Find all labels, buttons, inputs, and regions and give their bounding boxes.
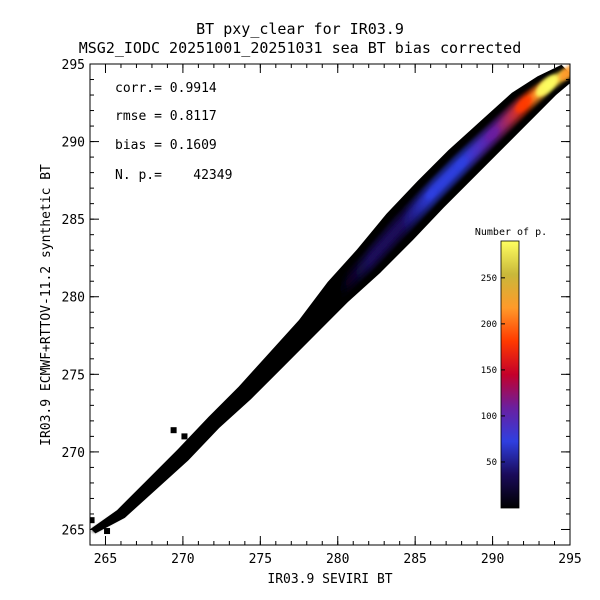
colorbar-tick-label: 150 [481,366,497,376]
stat-rmse: rmse = 0.8117 [115,109,217,124]
y-axis: 265 270 275 280 285 290 295 [62,58,570,546]
outlier-point-2 [170,427,177,434]
stat-corr: corr.= 0.9914 [115,81,217,96]
x-axis: 265 270 275 280 285 290 295 [89,64,582,567]
colorbar: Number of p. 50 100 150 200 250 [475,227,547,509]
density-mark-12 [456,158,467,169]
density-cloud [90,64,570,534]
x-tick-label: 270 [171,552,194,567]
chart-title: BT pxy_clear for IR03.9 [196,20,404,38]
isolated-points [90,326,309,535]
y-tick-label: 295 [62,58,85,73]
y-axis-label: IR03.9 ECMWF+RTTOV-11.2 synthetic BT [39,164,54,446]
plot-frame [89,63,571,546]
colorbar-tick-label: 200 [481,320,497,330]
density-mark-11 [425,189,436,200]
y-tick-label: 280 [62,291,85,306]
y-tick-label: 290 [62,136,85,151]
chart-subtitle: MSG2_IODC 20251001_20251031 sea BT bias … [78,39,522,57]
outlier-point-4 [302,326,309,333]
x-axis-label: IR03.9 SEVIRI BT [267,572,392,587]
x-tick-label: 280 [326,552,349,567]
y-tick-label: 285 [62,213,85,228]
density-mark-13 [486,127,499,141]
density-core-2 [92,70,570,532]
x-tick-label: 275 [249,552,272,567]
density-mark-16 [559,64,570,81]
stat-bias: bias = 0.1609 [115,138,217,153]
colorbar-scale [500,240,520,509]
colorbar-tick-label: 100 [481,412,497,422]
y-tick-label: 265 [62,523,85,538]
outlier-point-0 [90,517,95,524]
colorbar-title: Number of p. [475,227,547,238]
stat-npoints: N. p.= 42349 [115,168,232,183]
x-tick-label: 290 [481,552,504,567]
x-tick-label: 265 [94,552,117,567]
density-mark-15 [536,74,558,97]
y-tick-label: 270 [62,446,85,461]
colorbar-ticks: 50 100 150 200 250 [481,274,505,468]
x-tick-label: 295 [558,552,581,567]
outlier-point-3 [181,433,188,440]
density-mark-14 [515,96,532,113]
y-tick-label: 275 [62,368,85,383]
colorbar-tick-label: 50 [486,458,497,468]
outlier-point-1 [104,528,111,535]
stats-box: corr.= 0.9914 rmse = 0.8117 bias = 0.160… [115,81,232,183]
x-tick-label: 285 [403,552,426,567]
colorbar-tick-label: 250 [481,274,497,284]
